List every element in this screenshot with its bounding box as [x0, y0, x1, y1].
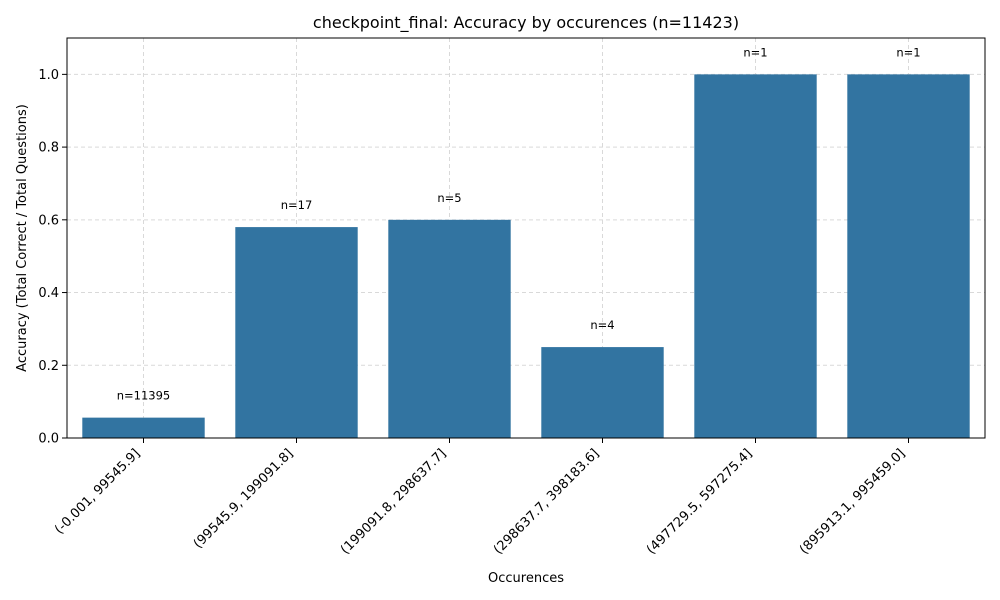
y-tick-label: 0.2: [38, 359, 59, 374]
bar: [847, 74, 970, 438]
y-tick-label: 0.4: [38, 286, 59, 301]
y-tick-label: 0.6: [38, 213, 59, 228]
bars: [82, 74, 970, 438]
x-tick-label: (497729.5, 597275.4]: [644, 446, 755, 557]
y-tick-label: 0.0: [38, 432, 59, 447]
x-tick-label: (895913.1, 995459.0]: [797, 446, 908, 557]
y-axis-label: Accuracy (Total Correct / Total Question…: [15, 104, 30, 372]
y-axis: 0.0 0.2 0.4 0.6 0.8 1.0: [38, 68, 67, 447]
x-tick-label: (199091.8, 298637.7]: [338, 446, 449, 557]
chart-title: checkpoint_final: Accuracy by occurences…: [313, 13, 739, 33]
bar-data-label: n=5: [437, 191, 461, 205]
y-tick-label: 1.0: [38, 68, 59, 83]
bar: [388, 219, 511, 438]
plot-frame: [66, 37, 986, 439]
bar-data-label: n=4: [590, 318, 614, 332]
bar-data-label: n=11395: [117, 389, 171, 403]
bar-data-label: n=17: [281, 198, 313, 212]
bar-data-label: n=1: [743, 45, 767, 59]
x-tick-label: (-0.001, 99545.9]: [52, 446, 143, 537]
bar: [82, 417, 205, 438]
data-labels: n=11395 n=17 n=5 n=4 n=1 n=1: [117, 45, 921, 402]
x-axis-label: Occurences: [488, 571, 564, 586]
bar-data-label: n=1: [896, 45, 920, 59]
y-tick-label: 0.8: [38, 141, 59, 156]
x-tick-label: (298637.7, 398183.6]: [491, 446, 602, 557]
bar: [235, 227, 358, 438]
x-tick-label: (99545.9, 199091.8]: [191, 446, 297, 552]
bar: [541, 347, 664, 438]
x-axis: (-0.001, 99545.9] (99545.9, 199091.8] (199…: [52, 438, 909, 558]
bar: [694, 74, 817, 438]
